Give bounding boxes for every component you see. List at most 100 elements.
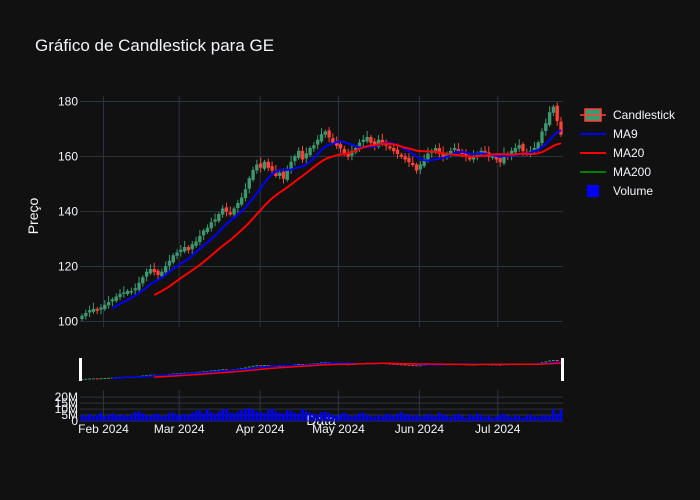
mini-candle	[263, 365, 266, 366]
legend-item[interactable]: MA200	[580, 165, 651, 179]
volume-tick-label: 15M	[55, 396, 78, 410]
legend-label: MA200	[613, 165, 651, 179]
volume-bar	[99, 412, 103, 421]
volume-bar	[95, 414, 99, 421]
volume-bar	[285, 410, 289, 421]
mini-candle	[266, 365, 270, 366]
volume-bar	[145, 415, 148, 421]
candle-body	[148, 269, 153, 274]
candle-body	[414, 164, 419, 171]
volume-bar	[111, 413, 114, 421]
volume-bar	[510, 416, 513, 421]
mini-candle	[145, 375, 149, 376]
mini-candle	[213, 370, 217, 372]
ma20-line	[153, 142, 562, 296]
range-slider-left-handle[interactable]	[79, 358, 82, 381]
legend-item[interactable]: Candlestick	[580, 108, 676, 122]
mini-candle	[548, 360, 552, 362]
volume-bar	[126, 416, 129, 421]
volume-tick-label: 5M	[61, 408, 78, 422]
candle-body	[224, 207, 229, 212]
volume-bar	[232, 413, 236, 421]
candle-body	[186, 247, 191, 251]
candle-body	[312, 145, 316, 149]
x-tick-label: Apr 2024	[236, 422, 285, 436]
volume-bar	[278, 412, 282, 421]
y-tick-label: 120	[58, 260, 78, 274]
volume-bar	[468, 414, 472, 421]
candle-body	[258, 163, 263, 168]
volume-bar	[400, 412, 403, 421]
candle-body	[198, 236, 202, 242]
mini-candle	[225, 369, 228, 371]
volume-bar	[339, 413, 342, 421]
volume-bar	[403, 415, 407, 421]
volume-bar	[441, 414, 445, 421]
candle-body	[99, 307, 103, 310]
volume-bar	[259, 412, 263, 421]
volume-bar	[365, 415, 369, 421]
candle-body	[559, 121, 563, 135]
volume-bar	[114, 414, 118, 421]
volume-bar	[422, 415, 426, 421]
volume-bar	[236, 411, 240, 421]
legend[interactable]: Candlestick MA9 MA20 MA200 Volume	[580, 108, 676, 198]
x-tick-label: May 2024	[312, 422, 365, 436]
candle-body	[103, 304, 107, 310]
volume-bar	[304, 411, 308, 421]
candle-body	[141, 277, 145, 284]
range-slider[interactable]	[79, 358, 564, 381]
range-slider-right-handle[interactable]	[561, 358, 564, 381]
volume-bars	[80, 407, 563, 421]
mini-candle	[392, 363, 396, 365]
candle-body	[232, 208, 236, 215]
volume-bar	[327, 413, 331, 421]
volume-bar	[464, 417, 468, 421]
volume-bar	[529, 414, 532, 421]
candle-body	[160, 271, 164, 277]
candle-body	[247, 178, 251, 189]
mini-candle	[244, 367, 247, 369]
candle-body	[293, 156, 297, 162]
legend-item[interactable]: Volume	[587, 184, 653, 198]
legend-item[interactable]: MA20	[580, 146, 645, 160]
volume-bar	[438, 412, 441, 421]
volume-bar	[384, 413, 388, 421]
candle-body	[285, 170, 289, 180]
candle-body	[239, 197, 244, 205]
volume-bar	[548, 416, 551, 421]
volume-bar	[479, 415, 483, 421]
y-tick-label: 140	[58, 205, 78, 219]
volume-bar	[263, 413, 266, 421]
volume-bar	[525, 415, 529, 421]
mini-candle	[103, 378, 107, 379]
mini-candle	[551, 360, 555, 361]
volume-bar	[396, 413, 399, 421]
volume-tick-label: 0	[71, 414, 78, 428]
volume-bar	[88, 413, 91, 421]
volume-bar	[552, 409, 555, 421]
candle-body	[122, 292, 126, 294]
volume-bar	[430, 415, 434, 421]
volume-bar	[445, 415, 449, 421]
mini-candle	[415, 365, 418, 367]
mini-candle	[403, 364, 407, 366]
volume-bar	[316, 414, 320, 421]
volume-bar	[175, 414, 179, 421]
mini-candle	[217, 369, 221, 371]
candle-body	[544, 123, 548, 131]
volume-bar	[449, 416, 453, 421]
mini-candle	[221, 369, 225, 371]
legend-item[interactable]: MA9	[580, 127, 638, 141]
volume-bar	[457, 413, 460, 421]
candle-body	[319, 134, 324, 142]
mini-candle	[399, 364, 403, 366]
mini-candle	[84, 378, 88, 380]
volume-bar	[187, 415, 190, 421]
candle-body	[281, 171, 286, 179]
volume-bar	[559, 409, 563, 421]
volume-bar	[217, 411, 221, 421]
volume-bar	[183, 413, 186, 421]
mini-candle	[251, 365, 255, 367]
